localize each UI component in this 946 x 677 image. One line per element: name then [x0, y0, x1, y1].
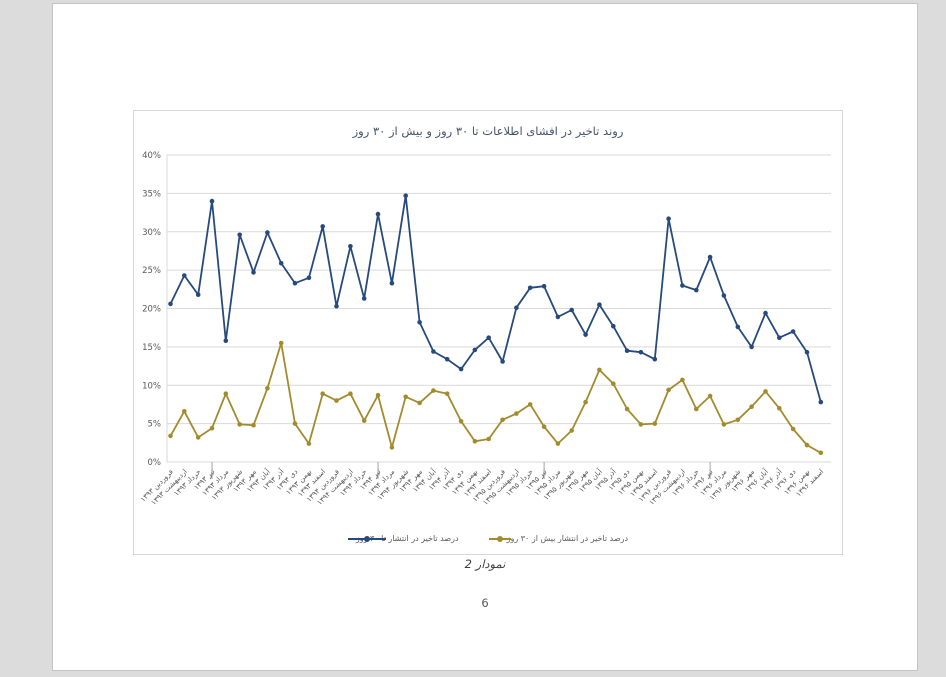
legend-label: درصد تاخیر در انتشار بیش از ۳۰ روز	[506, 534, 629, 543]
legend-item-up-to-30-days: درصد تاخیر در انتشار تا ۳۰ روز	[347, 534, 459, 543]
legend-item-over-30-days: درصد تاخیر در انتشار بیش از ۳۰ روز	[488, 534, 629, 543]
svg-text:20%: 20%	[142, 305, 161, 315]
chart[interactable]: 0% 5% 10% 15% 20% 25% 30% 35% 40% فروردین ۱۳۹۳ ارد…	[133, 110, 843, 555]
document-page: 0% 5% 10% 15% 20% 25% 30% 35% 40% فروردین ۱۳۹۳ ارد…	[52, 3, 918, 671]
svg-text:5%: 5%	[148, 420, 162, 430]
svg-text:10%: 10%	[142, 381, 161, 391]
svg-text:35%: 35%	[142, 189, 161, 199]
page-number: 6	[481, 596, 489, 610]
svg-text:30%: 30%	[142, 228, 161, 238]
legend-line-marker-icon	[347, 535, 386, 542]
svg-text:0%: 0%	[148, 458, 162, 468]
chart-legend: درصد تاخیر در انتشار تا ۳۰ روز درصد تاخی…	[134, 534, 842, 543]
legend-line-marker-icon	[488, 535, 511, 542]
svg-text:15%: 15%	[142, 343, 161, 353]
svg-text:25%: 25%	[142, 266, 161, 276]
legend-point-marker-icon	[496, 535, 503, 542]
chart-plot-area: 0%5%10%15%20%25%30%35%40%فروردین ۱۳۹۳ارد…	[138, 151, 831, 507]
legend-point-marker-icon	[363, 535, 370, 542]
figure-caption: نمودار 2	[464, 557, 506, 571]
svg-text:40%: 40%	[142, 151, 161, 161]
chart-title: روند تاخیر در افشای اطلاعات تا ۳۰ روز و …	[352, 124, 624, 138]
